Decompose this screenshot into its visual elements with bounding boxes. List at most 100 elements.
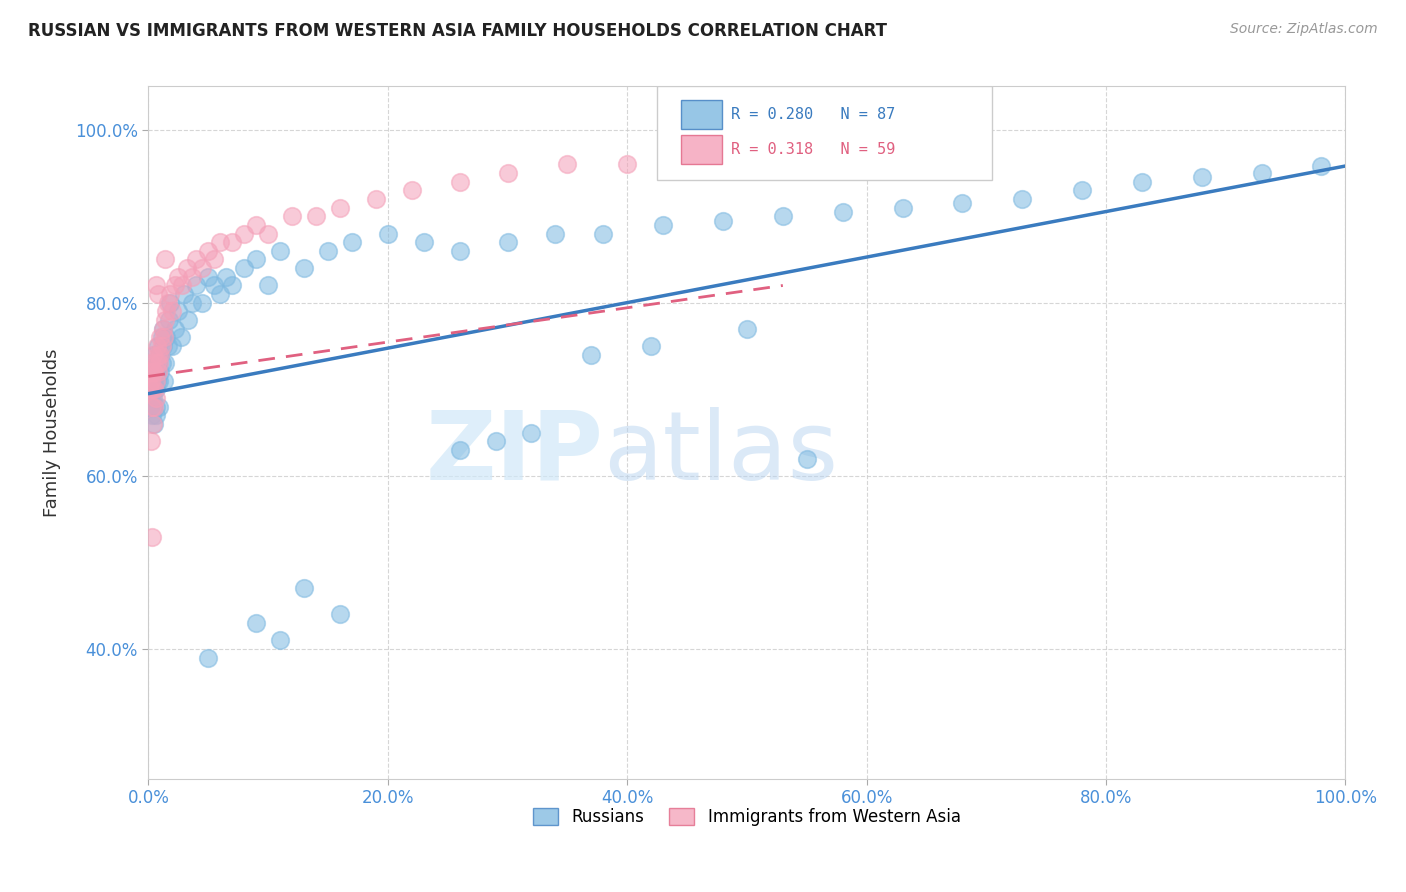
Point bbox=[163, 278, 186, 293]
Point bbox=[146, 348, 169, 362]
Point bbox=[149, 348, 172, 362]
Point bbox=[557, 157, 579, 171]
Point bbox=[162, 339, 184, 353]
Point bbox=[831, 205, 853, 219]
Text: R = 0.280   N = 87: R = 0.280 N = 87 bbox=[731, 107, 896, 122]
Point bbox=[197, 269, 219, 284]
Point bbox=[146, 374, 169, 388]
Point bbox=[143, 348, 166, 362]
Point bbox=[141, 365, 163, 379]
Point bbox=[142, 417, 165, 431]
Point bbox=[1310, 159, 1333, 173]
Point bbox=[141, 382, 163, 396]
Point bbox=[245, 616, 267, 631]
Point bbox=[221, 235, 243, 250]
Point bbox=[209, 287, 232, 301]
Point bbox=[145, 400, 167, 414]
Point bbox=[616, 157, 638, 171]
Point bbox=[233, 261, 256, 276]
Point bbox=[245, 218, 267, 232]
Point bbox=[146, 339, 169, 353]
Point bbox=[143, 365, 166, 379]
Point bbox=[148, 356, 170, 370]
Point bbox=[152, 322, 174, 336]
Point bbox=[891, 201, 914, 215]
Text: atlas: atlas bbox=[603, 407, 838, 500]
Point bbox=[146, 365, 169, 379]
Point bbox=[150, 339, 173, 353]
Point bbox=[142, 391, 165, 405]
Point bbox=[257, 278, 280, 293]
Point bbox=[496, 235, 519, 250]
Point bbox=[257, 227, 280, 241]
Point bbox=[146, 287, 169, 301]
Point bbox=[141, 382, 163, 396]
Point bbox=[772, 209, 794, 223]
Point bbox=[153, 252, 176, 267]
Point bbox=[149, 330, 172, 344]
Point bbox=[143, 365, 166, 379]
Point bbox=[146, 356, 169, 370]
Point bbox=[215, 269, 238, 284]
Point bbox=[202, 252, 225, 267]
Point bbox=[170, 330, 193, 344]
Point bbox=[157, 313, 180, 327]
Point bbox=[581, 348, 603, 362]
Point bbox=[156, 295, 179, 310]
Point bbox=[142, 365, 165, 379]
Point bbox=[180, 295, 202, 310]
Point bbox=[735, 145, 758, 159]
Point bbox=[449, 175, 471, 189]
Point bbox=[143, 382, 166, 396]
Point bbox=[148, 374, 170, 388]
Point bbox=[186, 278, 208, 293]
Point bbox=[142, 400, 165, 414]
FancyBboxPatch shape bbox=[657, 87, 993, 180]
Text: RUSSIAN VS IMMIGRANTS FROM WESTERN ASIA FAMILY HOUSEHOLDS CORRELATION CHART: RUSSIAN VS IMMIGRANTS FROM WESTERN ASIA … bbox=[28, 22, 887, 40]
Point bbox=[141, 400, 163, 414]
Point bbox=[177, 313, 200, 327]
Point bbox=[167, 269, 190, 284]
Point bbox=[156, 339, 179, 353]
Point bbox=[316, 244, 339, 258]
Point bbox=[167, 304, 190, 318]
Point bbox=[170, 278, 193, 293]
Point bbox=[142, 374, 165, 388]
Point bbox=[676, 148, 699, 162]
Point bbox=[711, 213, 734, 227]
Point bbox=[176, 261, 198, 276]
Point bbox=[149, 365, 172, 379]
Point bbox=[139, 391, 162, 405]
Point bbox=[150, 356, 173, 370]
Point bbox=[152, 339, 174, 353]
Point bbox=[138, 400, 160, 414]
Point bbox=[412, 235, 434, 250]
Point bbox=[401, 183, 423, 197]
Point bbox=[153, 374, 176, 388]
Point bbox=[1071, 183, 1094, 197]
Point bbox=[145, 382, 167, 396]
Point bbox=[449, 244, 471, 258]
Point bbox=[145, 374, 167, 388]
Point bbox=[173, 287, 195, 301]
Point bbox=[197, 244, 219, 258]
Point bbox=[292, 582, 315, 596]
Point bbox=[1130, 175, 1153, 189]
Point bbox=[138, 382, 160, 396]
Point bbox=[159, 295, 181, 310]
Point bbox=[145, 278, 167, 293]
Point bbox=[155, 304, 177, 318]
Point bbox=[186, 252, 208, 267]
Point bbox=[269, 633, 291, 648]
Point bbox=[138, 382, 160, 396]
Point bbox=[162, 304, 184, 318]
Point bbox=[145, 391, 167, 405]
Point bbox=[139, 374, 162, 388]
Point bbox=[1250, 166, 1272, 180]
Point bbox=[159, 287, 181, 301]
Legend: Russians, Immigrants from Western Asia: Russians, Immigrants from Western Asia bbox=[526, 801, 967, 833]
Text: Source: ZipAtlas.com: Source: ZipAtlas.com bbox=[1230, 22, 1378, 37]
Point bbox=[1011, 192, 1033, 206]
Point bbox=[146, 339, 169, 353]
Point bbox=[138, 365, 160, 379]
